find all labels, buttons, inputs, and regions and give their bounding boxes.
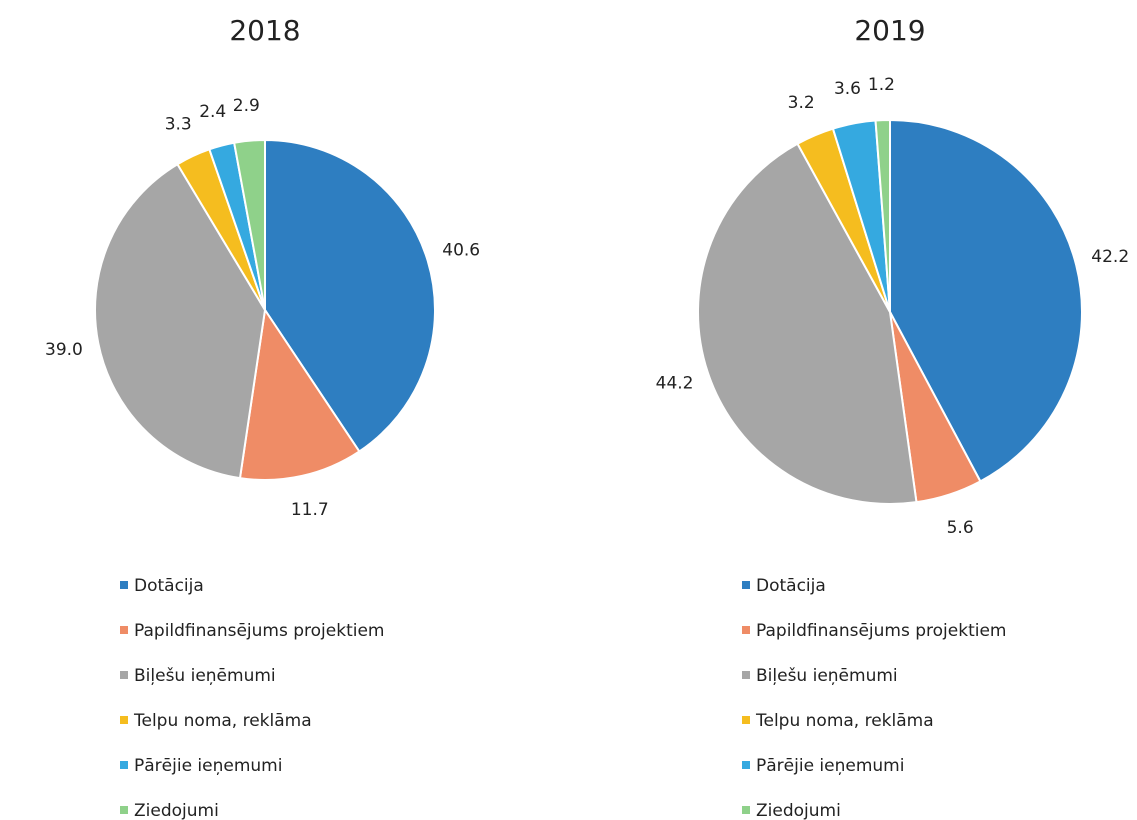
legend-label: Pārējie ieņemumi [134, 756, 282, 776]
pie-slice [874, 118, 891, 313]
legend-label: Dotācija [756, 576, 826, 596]
data-label: 2.4 [199, 102, 226, 122]
pie-slice [238, 307, 361, 481]
legend-label: Biļešu ieņēmumi [756, 666, 898, 686]
legend-swatch [742, 671, 750, 679]
legend-swatch [120, 626, 128, 634]
legend-label: Pārējie ieņemumi [756, 756, 904, 776]
data-label: 3.6 [834, 79, 861, 99]
data-label: 3.2 [788, 93, 815, 113]
pie-slice [889, 118, 1083, 483]
chart-title: 2019 [854, 14, 925, 47]
pie-slice [233, 138, 266, 311]
pie-slice [697, 142, 918, 505]
data-label: 11.7 [291, 500, 329, 520]
data-label: 1.2 [868, 75, 895, 95]
legend-label: Ziedojumi [756, 801, 841, 820]
legend-swatch [120, 581, 128, 589]
legend-label: Papildfinansējums projektiem [134, 621, 384, 641]
data-label: 3.3 [165, 114, 192, 134]
legend-label: Dotācija [134, 576, 204, 596]
legend-label: Papildfinansējums projektiem [756, 621, 1006, 641]
chart-title: 2018 [229, 14, 300, 47]
data-label: 39.0 [45, 340, 83, 360]
legend-label: Ziedojumi [134, 801, 219, 820]
data-label: 5.6 [947, 518, 974, 538]
legend-swatch [742, 581, 750, 589]
legend-label: Biļešu ieņēmumi [134, 666, 276, 686]
pie-slice [94, 162, 267, 480]
data-label: 2.9 [233, 96, 260, 116]
legend-swatch [742, 761, 750, 769]
data-label: 40.6 [442, 241, 480, 261]
legend-label: Telpu noma, reklāma [133, 711, 312, 731]
legend-swatch [742, 716, 750, 724]
data-label: 42.2 [1091, 247, 1129, 267]
data-label: 44.2 [656, 374, 694, 394]
legend-swatch [120, 761, 128, 769]
legend-swatch [742, 626, 750, 634]
legend-swatch [120, 806, 128, 814]
legend-swatch [742, 806, 750, 814]
legend-label: Telpu noma, reklāma [755, 711, 934, 731]
legend-swatch [120, 716, 128, 724]
legend-swatch [120, 671, 128, 679]
